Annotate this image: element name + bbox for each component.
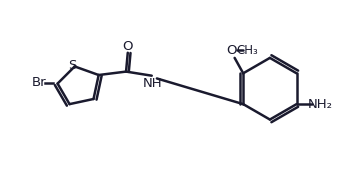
Text: O: O xyxy=(227,44,237,57)
Text: S: S xyxy=(68,59,76,72)
Text: CH₃: CH₃ xyxy=(237,44,259,57)
Text: Br: Br xyxy=(31,76,46,89)
Text: NH: NH xyxy=(143,77,162,90)
Text: NH₂: NH₂ xyxy=(307,98,332,111)
Text: O: O xyxy=(122,40,133,53)
